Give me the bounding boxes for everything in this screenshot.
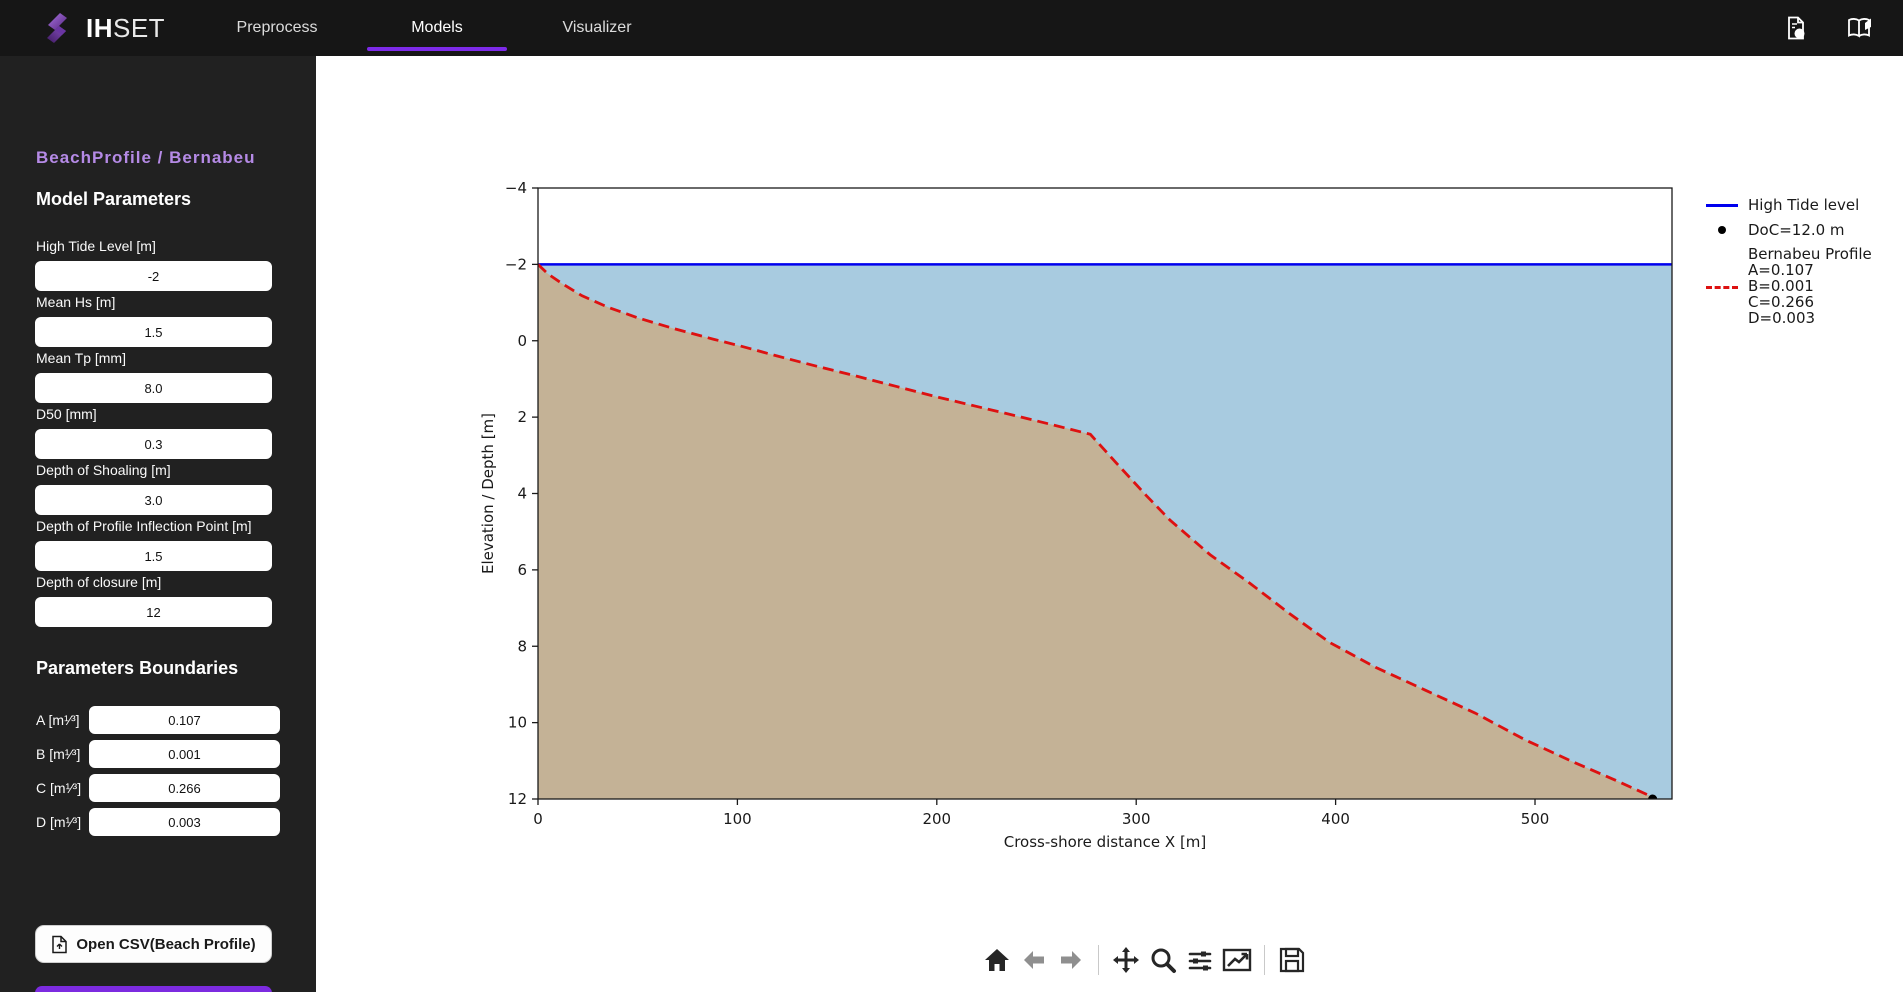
boundary-b-input[interactable] (89, 740, 280, 768)
docs-book-icon[interactable] (1845, 13, 1875, 43)
field-label-mean-hs: Mean Hs [m] (36, 294, 116, 310)
tab-visualizer[interactable]: Visualizer (562, 19, 632, 36)
mean-tp-input[interactable] (35, 373, 272, 403)
x-axis-title: Cross-shore distance X [m] (1004, 833, 1207, 851)
bound-label-d: D [m¹⁄³] (36, 814, 82, 830)
toolbar-separator (1264, 945, 1265, 975)
chart-legend: High Tide level DoC=12.0 m Bernabeu Prof… (1706, 196, 1872, 326)
matplotlib-toolbar (982, 944, 1307, 976)
boundary-d-input[interactable] (89, 808, 280, 836)
x-tick-label: 0 (533, 810, 543, 828)
bernabeu-profile-line (538, 263, 1654, 799)
navbar-actions: ? (1781, 13, 1875, 43)
beach-profile-chart: 0 100 200 300 400 500 −4 −2 0 2 4 6 8 10 12 Cross-shore… (479, 179, 1673, 851)
brand-text: IHSET (86, 12, 166, 43)
file-upload-icon (52, 935, 68, 953)
legend-item-doc: DoC=12.0 m (1706, 221, 1872, 239)
y-tick-label: 4 (517, 485, 527, 503)
x-tick-label: 300 (1122, 810, 1151, 828)
bernabeu-dash-swatch (1706, 286, 1738, 326)
y-tick-label: 8 (517, 637, 527, 655)
save-icon[interactable] (1277, 944, 1307, 976)
depth-of-closure-input[interactable] (35, 597, 272, 627)
mean-hs-input[interactable] (35, 317, 272, 347)
open-csv-label: Open CSV(Beach Profile) (76, 935, 256, 953)
calibrate-button[interactable]: Calibrate Equilibrium Profile (35, 986, 272, 992)
y-tick-label: 10 (508, 714, 527, 732)
high-tide-line-swatch (1706, 203, 1738, 207)
sand-fill (538, 264, 1653, 799)
y-tick-label: −4 (505, 179, 527, 197)
field-label-mean-tp: Mean Tp [mm] (36, 350, 126, 366)
parameters-boundaries-title: Parameters Boundaries (36, 658, 239, 678)
legend-item-bernabeu: Bernabeu Profile A=0.107 B=0.001 C=0.266… (1706, 246, 1872, 326)
y-tick-label: 2 (517, 408, 527, 426)
x-tick-label: 500 (1521, 810, 1550, 828)
configure-subplots-icon[interactable] (1185, 944, 1215, 976)
active-tab-underline (367, 47, 507, 51)
y-tick-label: 6 (517, 561, 527, 579)
x-tick-label: 400 (1321, 810, 1350, 828)
home-icon[interactable] (982, 944, 1012, 976)
sidebar: BeachProfile / Bernabeu Model Parameters… (0, 56, 316, 992)
depth-of-shoaling-input[interactable] (35, 485, 272, 515)
tab-preprocess[interactable]: Preprocess (236, 19, 318, 36)
boundary-a-input[interactable] (89, 706, 280, 734)
legend-label: High Tide level (1748, 196, 1860, 214)
field-label-depth-closure: Depth of closure [m] (36, 574, 162, 590)
y-tick-label: 0 (517, 332, 527, 350)
forward-icon[interactable] (1056, 944, 1086, 976)
doc-point (1648, 794, 1658, 799)
edit-axes-icon[interactable] (1222, 944, 1252, 976)
zoom-icon[interactable] (1148, 944, 1178, 976)
legend-item-high-tide: High Tide level (1706, 196, 1872, 214)
open-csv-button[interactable]: Open CSV(Beach Profile) (35, 925, 272, 963)
top-navbar: IHSET Preprocess Models Visualizer ? (0, 0, 1903, 56)
back-icon[interactable] (1019, 944, 1049, 976)
field-label-d50: D50 [mm] (36, 406, 97, 422)
toolbar-separator (1098, 945, 1099, 975)
boundary-c-input[interactable] (89, 774, 280, 802)
breadcrumb: BeachProfile / Bernabeu (36, 148, 256, 167)
field-label-depth-shoaling: Depth of Shoaling [m] (36, 462, 171, 478)
legend-label: DoC=12.0 m (1748, 221, 1845, 239)
bound-label-c: C [m¹⁄³] (36, 780, 82, 796)
ihset-logo-icon (47, 13, 67, 43)
field-label-inflection-point: Depth of Profile Inflection Point [m] (36, 518, 252, 534)
x-tick-label: 100 (723, 810, 752, 828)
high-tide-level-input[interactable] (35, 261, 272, 291)
doc-dot-swatch (1718, 226, 1726, 234)
brand: IHSET (38, 9, 165, 47)
pan-icon[interactable] (1111, 944, 1141, 976)
model-parameters-title: Model Parameters (36, 189, 192, 209)
field-label-high-tide: High Tide Level [m] (36, 238, 156, 254)
report-help-icon[interactable]: ? (1781, 13, 1811, 43)
legend-label-multiline: Bernabeu Profile A=0.107 B=0.001 C=0.266… (1748, 245, 1872, 327)
tab-models[interactable]: Models (411, 19, 463, 36)
x-tick-label: 200 (922, 810, 951, 828)
bound-label-b: B [m¹⁄³] (36, 746, 81, 762)
d50-input[interactable] (35, 429, 272, 459)
svg-text:?: ? (1797, 29, 1802, 39)
y-tick-label: 12 (508, 790, 527, 808)
inflection-point-input[interactable] (35, 541, 272, 571)
y-tick-label: −2 (505, 255, 527, 273)
y-axis-title: Elevation / Depth [m] (479, 413, 497, 574)
bound-label-a: A [m¹⁄³] (36, 712, 80, 728)
